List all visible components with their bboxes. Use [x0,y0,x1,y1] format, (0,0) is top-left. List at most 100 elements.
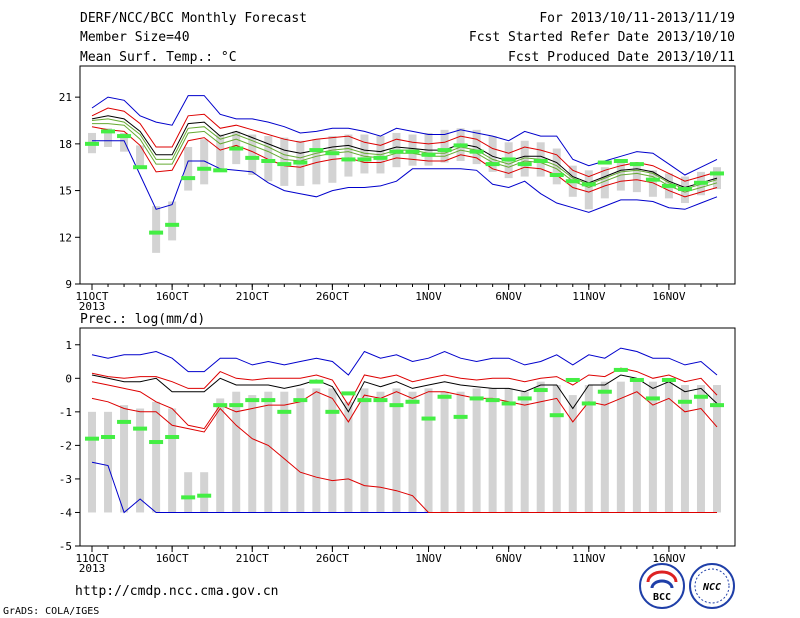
prec-spread-box [152,401,161,513]
temp-spread-box [168,201,177,241]
prec-xtick-label: 11OCT [75,552,108,565]
prec-ytick-label: -1 [59,406,72,419]
temp-obs-marker [149,230,164,235]
temp-spread-box [584,170,593,210]
temp-spread-box [280,137,289,186]
temp-plot-frame [79,65,736,285]
prec-obs-marker [597,389,612,394]
prec-obs-marker [117,419,132,424]
temp-spread-box [200,139,209,185]
prec-spread-box [504,388,513,513]
prec-obs-marker [453,414,468,419]
temp-xtick-label: 11OCT [75,290,108,303]
temp-obs-marker [101,129,116,134]
prec-xtick-label: 1NOV [415,552,442,565]
temp-spread-box [520,140,529,177]
prec-obs-marker [710,403,724,408]
prec-obs-marker [389,403,404,408]
temp-obs-marker [437,148,452,153]
temp-xtick-label: 1NOV [415,290,442,303]
temp-series-band_hi [91,118,718,190]
temp-spread-box [440,129,449,163]
prec-spread-box [408,391,417,513]
prec-xtick-sublabel: 2013 [79,562,106,575]
prec-spread-box [440,391,449,513]
temp-spread-box [616,162,625,191]
prec-obs-marker [469,396,484,401]
prec-obs-marker [277,409,292,414]
temp-spread-box [136,145,145,169]
temp-obs-marker [613,158,628,163]
prec-ytick-label: -5 [59,540,72,553]
prec-series-lower [91,381,718,430]
temp-series-lower [91,126,718,198]
prec-obs-marker [693,394,708,399]
temp-spread-box [216,134,225,172]
temp-obs-marker [661,183,676,188]
temp-series-band_lo [92,123,718,193]
prec-obs-marker [149,440,164,445]
temp-series-upper [91,107,718,182]
prec-spread-box [552,385,561,513]
temp-xtick-label: 21OCT [236,290,269,303]
temp-obs-marker [469,149,484,154]
prec-spread-box [200,472,209,513]
precip-panel-title: Prec.: log(mm/d) [80,312,205,327]
prec-spread-box [312,388,321,513]
prec-ytick-label: 1 [65,339,72,352]
prec-series-red_min [91,397,717,513]
temp-spread-box [360,134,369,174]
prec-series-median [91,374,718,413]
temp-obs-marker [181,176,196,181]
prec-series-upper [91,367,718,407]
prec-obs-marker [293,398,308,403]
prec-spread-box [680,385,689,513]
prec-xtick-label: 11NOV [572,552,605,565]
prec-obs-marker [325,409,340,414]
temp-series-median [91,115,718,189]
temp-obs-marker [341,157,356,162]
prec-obs-marker [565,377,580,382]
prec-obs-marker [85,436,99,441]
header-right-line-1: For 2013/10/11-2013/11/19 [539,11,735,26]
prec-spread-box [520,391,529,513]
footer-url[interactable]: http://cmdp.ncc.cma.gov.cn [75,584,279,599]
header-left-line-1: DERF/NCC/BCC Monthly Forecast [80,11,307,26]
temp-series-min [92,140,718,213]
prec-spread-box [88,411,96,513]
temp-obs-marker [357,157,372,162]
temp-xtick-label: 16OCT [156,290,189,303]
temp-spread-box [312,139,321,185]
prec-obs-marker [197,493,212,498]
temp-obs-marker [549,173,564,177]
prec-spread-box [184,472,193,513]
prec-spread-box [280,391,289,513]
temp-obs-marker [485,162,500,167]
temp-xtick-label: 16NOV [652,290,685,303]
prec-spread-box [568,395,577,513]
prec-spread-box [136,408,145,513]
prec-spread-box [488,388,497,513]
temp-spread-box [632,165,641,193]
prec-obs-marker [421,416,436,421]
prec-obs-marker [357,398,372,403]
prec-obs-marker [229,403,244,408]
prec-obs-marker [245,398,260,403]
prec-obs-marker [645,396,660,401]
prec-spread-box [424,388,433,513]
temp-obs-marker [389,149,404,154]
prec-spread-box [376,391,385,513]
temp-obs-marker [85,141,99,146]
ncc-logo-text: NCC [702,582,721,593]
prec-obs-marker [661,377,676,382]
prec-ytick-label: 0 [65,372,72,385]
prec-spread-box [536,381,545,513]
temp-spread-box [600,167,609,199]
temp-obs-marker [645,177,660,182]
prec-spread-box [328,388,337,513]
prec-obs-marker [309,379,324,384]
temp-spread-box [648,170,657,197]
temp-obs-marker [421,152,436,157]
prec-obs-marker [373,398,388,403]
temp-obs-marker [213,168,228,173]
